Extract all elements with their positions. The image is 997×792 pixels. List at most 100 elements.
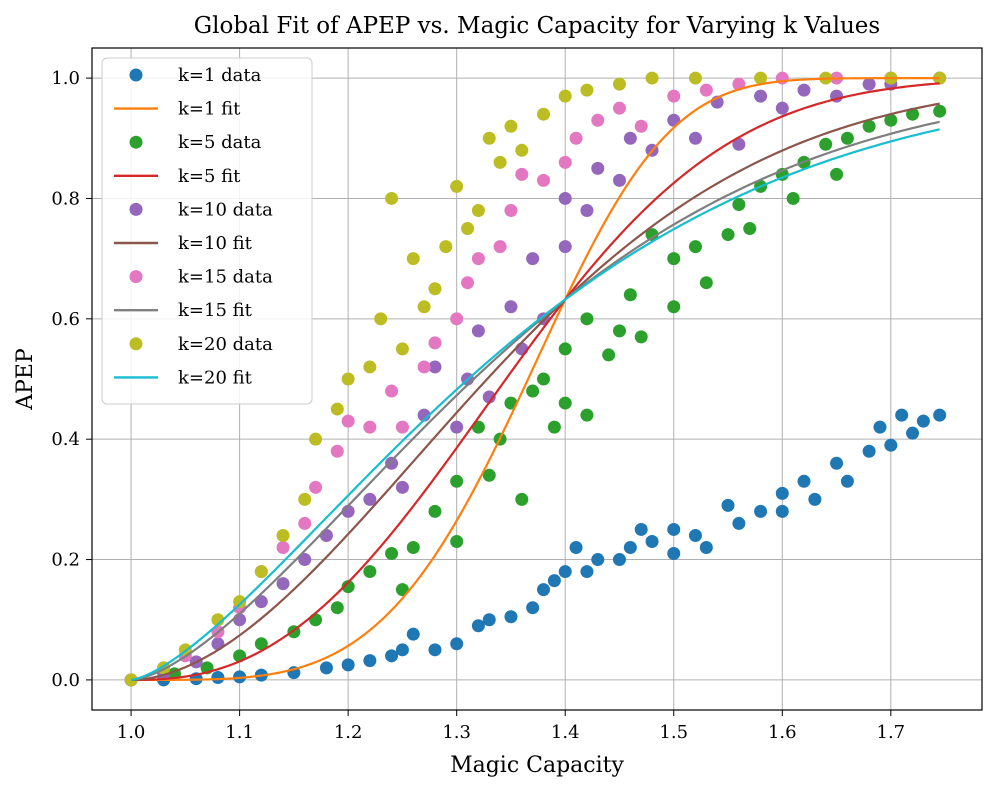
x-tick-label-7: 1.7 [877, 722, 906, 743]
point-k-10-data-36 [797, 83, 811, 97]
point-k-1-data-24 [591, 553, 605, 567]
point-k-20-data-16 [417, 300, 431, 314]
point-k-5-data-45 [830, 167, 844, 181]
point-k-15-data-23 [558, 155, 572, 169]
point-k-5-data-14 [450, 534, 464, 548]
point-k-5-data-8 [341, 580, 355, 594]
point-k-20-data-23 [493, 155, 507, 169]
point-k-15-data-8 [309, 480, 323, 494]
point-k-20-data-11 [363, 360, 377, 374]
point-k-20-data-32 [754, 71, 768, 85]
point-k-5-data-7 [330, 601, 344, 615]
x-axis-title: Magic Capacity [450, 753, 624, 778]
point-k-1-data-10 [385, 649, 399, 663]
point-k-10-data-27 [612, 173, 626, 187]
point-k-20-data-15 [406, 252, 420, 266]
point-k-1-data-16 [482, 613, 496, 627]
point-k-1-data-40 [830, 456, 844, 470]
line-k-1-fit [131, 76, 940, 682]
point-k-20-data-20 [461, 222, 475, 236]
x-tick-label-2: 1.2 [334, 722, 363, 743]
point-k-20-data-5 [254, 565, 268, 579]
point-k-5-data-31 [634, 330, 648, 344]
point-k-20-data-26 [537, 107, 551, 121]
legend-label-k-1-data: k=1 data [178, 65, 262, 86]
point-k-5-data-33 [667, 300, 681, 314]
legend-label-k-15-fit: k=15 fit [178, 300, 253, 321]
point-k-5-data-10 [385, 547, 399, 561]
legend-label-k-15-data: k=15 data [178, 267, 273, 288]
point-k-10-data-35 [775, 101, 789, 115]
point-k-1-data-44 [884, 438, 898, 452]
point-k-1-data-46 [906, 426, 920, 440]
point-k-5-data-48 [884, 113, 898, 127]
plot-frame [91, 47, 983, 711]
point-k-10-data-12 [395, 480, 409, 494]
point-k-15-data-12 [385, 384, 399, 398]
point-k-1-data-15 [471, 619, 485, 633]
point-k-20-data-10 [341, 372, 355, 386]
point-k-10-data-4 [233, 613, 247, 627]
legend-label-k-20-fit: k=20 fit [178, 367, 253, 388]
point-k-20-data-13 [385, 191, 399, 205]
line-k-10-fit [131, 102, 940, 682]
point-k-1-data-18 [526, 601, 540, 615]
point-k-5-data-13 [428, 504, 442, 518]
point-k-1-data-33 [721, 498, 735, 512]
x-tick-label-3: 1.3 [442, 722, 471, 743]
point-k-10-data-17 [471, 324, 485, 338]
point-k-10-data-15 [450, 420, 464, 434]
point-k-5-data-29 [612, 324, 626, 338]
point-k-1-data-48 [933, 408, 947, 422]
point-k-5-data-35 [688, 240, 702, 254]
y-tick-label-0: 0.0 [51, 670, 80, 691]
x-tick-label-4: 1.4 [551, 722, 580, 743]
point-k-1-data-12 [406, 627, 420, 641]
point-k-1-data-32 [699, 541, 713, 555]
x-tick-label-6: 1.6 [768, 722, 797, 743]
point-k-15-data-14 [417, 360, 431, 374]
x-tick-label-1: 1.1 [225, 722, 254, 743]
legend-label-k-20-data: k=20 data [178, 334, 273, 355]
point-k-15-data-25 [591, 113, 605, 127]
point-k-15-data-24 [569, 131, 583, 145]
point-k-5-data-46 [840, 131, 854, 145]
point-k-5-data-11 [395, 583, 409, 597]
point-k-5-data-30 [623, 288, 637, 302]
legend-label-k-1-fit: k=1 fit [178, 99, 241, 120]
point-k-5-data-39 [743, 222, 757, 236]
point-k-1-data-28 [645, 534, 659, 548]
point-k-10-data-26 [591, 161, 605, 175]
point-k-1-data-36 [775, 486, 789, 500]
chart-title: Global Fit of APEP vs. Magic Capacity fo… [194, 13, 880, 39]
point-k-10-data-34 [754, 89, 768, 103]
point-k-10-data-14 [428, 360, 442, 374]
x-tick-label-0: 1.0 [117, 722, 146, 743]
y-tick-label-2: 0.4 [51, 429, 80, 450]
point-k-1-data-37 [775, 504, 789, 518]
point-k-5-data-50 [933, 104, 947, 118]
point-k-5-data-25 [558, 342, 572, 356]
point-k-10-data-31 [688, 131, 702, 145]
legend-marker-k-1-data [129, 68, 143, 82]
point-k-5-data-34 [667, 252, 681, 266]
point-k-1-data-11 [395, 643, 409, 657]
point-k-1-data-41 [840, 474, 854, 488]
point-k-5-data-38 [732, 197, 746, 211]
line-k-5-fit [131, 82, 940, 682]
point-k-20-data-18 [439, 240, 453, 254]
point-k-5-data-47 [862, 119, 876, 133]
point-k-15-data-26 [612, 101, 626, 115]
point-k-5-data-12 [406, 541, 420, 555]
point-k-5-data-6 [309, 613, 323, 627]
point-k-10-data-10 [363, 492, 377, 506]
point-k-5-data-23 [547, 420, 561, 434]
point-k-20-data-12 [374, 312, 388, 326]
point-k-15-data-19 [493, 240, 507, 254]
point-k-5-data-27 [580, 408, 594, 422]
point-k-15-data-27 [634, 119, 648, 133]
point-k-1-data-21 [558, 565, 572, 579]
point-k-5-data-21 [526, 384, 540, 398]
point-k-1-data-29 [667, 522, 681, 536]
point-k-20-data-3 [211, 613, 225, 627]
